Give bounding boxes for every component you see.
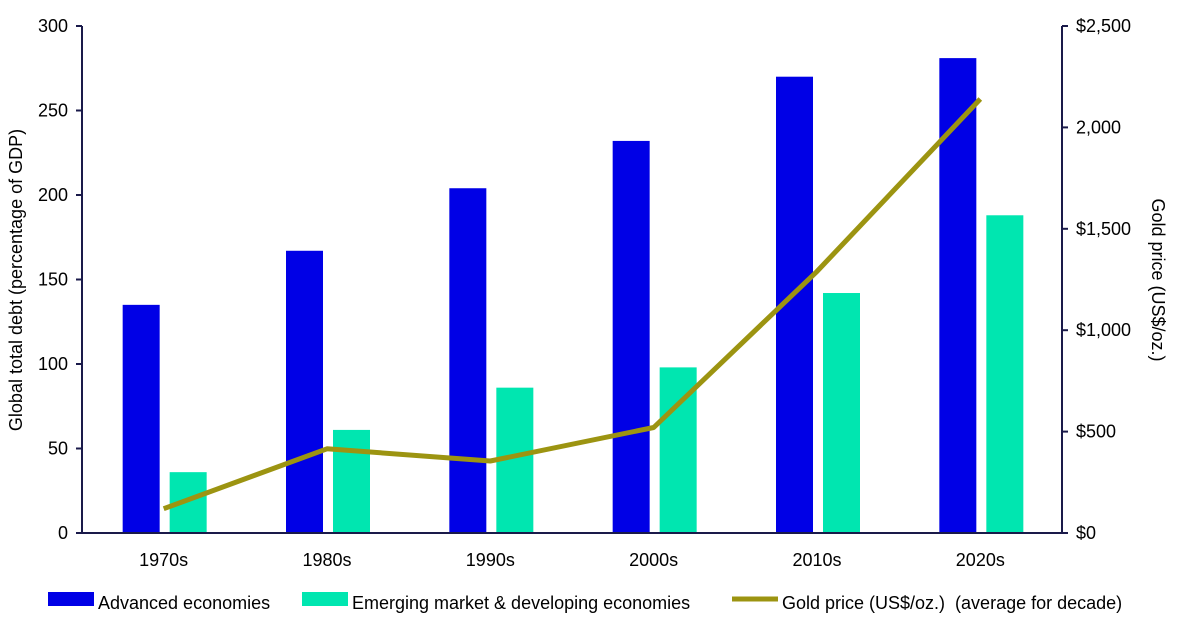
right-tick-label: $0	[1076, 523, 1096, 543]
legend-swatch-advanced	[48, 592, 94, 606]
ticks-layer: 0 50 100 150 200 250 300 $0 $500 $1,000 $1,500 2,00…	[38, 16, 1131, 570]
left-tick-label: 50	[48, 439, 68, 459]
left-tick-label: 200	[38, 185, 68, 205]
bar-advanced-2000s	[612, 140, 650, 534]
right-tick-label: 2,000	[1076, 117, 1121, 137]
bar-advanced-1970s	[122, 304, 160, 533]
x-tick-label-2000s: 2000s	[629, 550, 678, 570]
left-tick-label: 300	[38, 16, 68, 36]
legend-label-advanced: Advanced economies	[98, 593, 270, 613]
left-axis-title: Global total debt (percentage of GDP)	[6, 129, 26, 431]
left-tick-label: 250	[38, 101, 68, 121]
bars-layer	[122, 58, 1024, 534]
right-tick-label: $1,000	[1076, 320, 1131, 340]
x-tick-label-2020s: 2020s	[956, 550, 1005, 570]
legend-swatch-emerging	[302, 592, 348, 606]
bar-emerging-1980s	[333, 429, 370, 533]
x-tick-label-1980s: 1980s	[302, 550, 351, 570]
legend: Advanced economies Emerging market & dev…	[48, 592, 1122, 613]
line-layer	[162, 97, 983, 512]
right-tick-label: $2,500	[1076, 16, 1131, 36]
right-tick-label: $500	[1076, 422, 1116, 442]
right-tick-label: $1,500	[1076, 219, 1131, 239]
legend-label-emerging: Emerging market & developing economies	[352, 593, 690, 613]
bar-advanced-2020s	[939, 58, 977, 534]
bar-emerging-2020s	[986, 215, 1024, 533]
gold-price-line	[162, 97, 983, 512]
legend-label-gold: Gold price (US$/oz.) (average for decade…	[782, 593, 1122, 613]
left-tick-label: 0	[58, 523, 68, 543]
left-tick-label: 100	[38, 354, 68, 374]
x-tick-label-2010s: 2010s	[792, 550, 841, 570]
left-tick-label: 150	[38, 270, 68, 290]
bar-emerging-2010s	[823, 293, 860, 533]
right-axis-title: Gold price (US$/oz.)	[1148, 198, 1168, 361]
bar-advanced-1980s	[286, 250, 323, 533]
axes-layer	[81, 26, 1063, 534]
x-tick-label-1970s: 1970s	[139, 550, 188, 570]
bar-advanced-1990s	[449, 188, 487, 534]
x-tick-label-1990s: 1990s	[466, 550, 515, 570]
